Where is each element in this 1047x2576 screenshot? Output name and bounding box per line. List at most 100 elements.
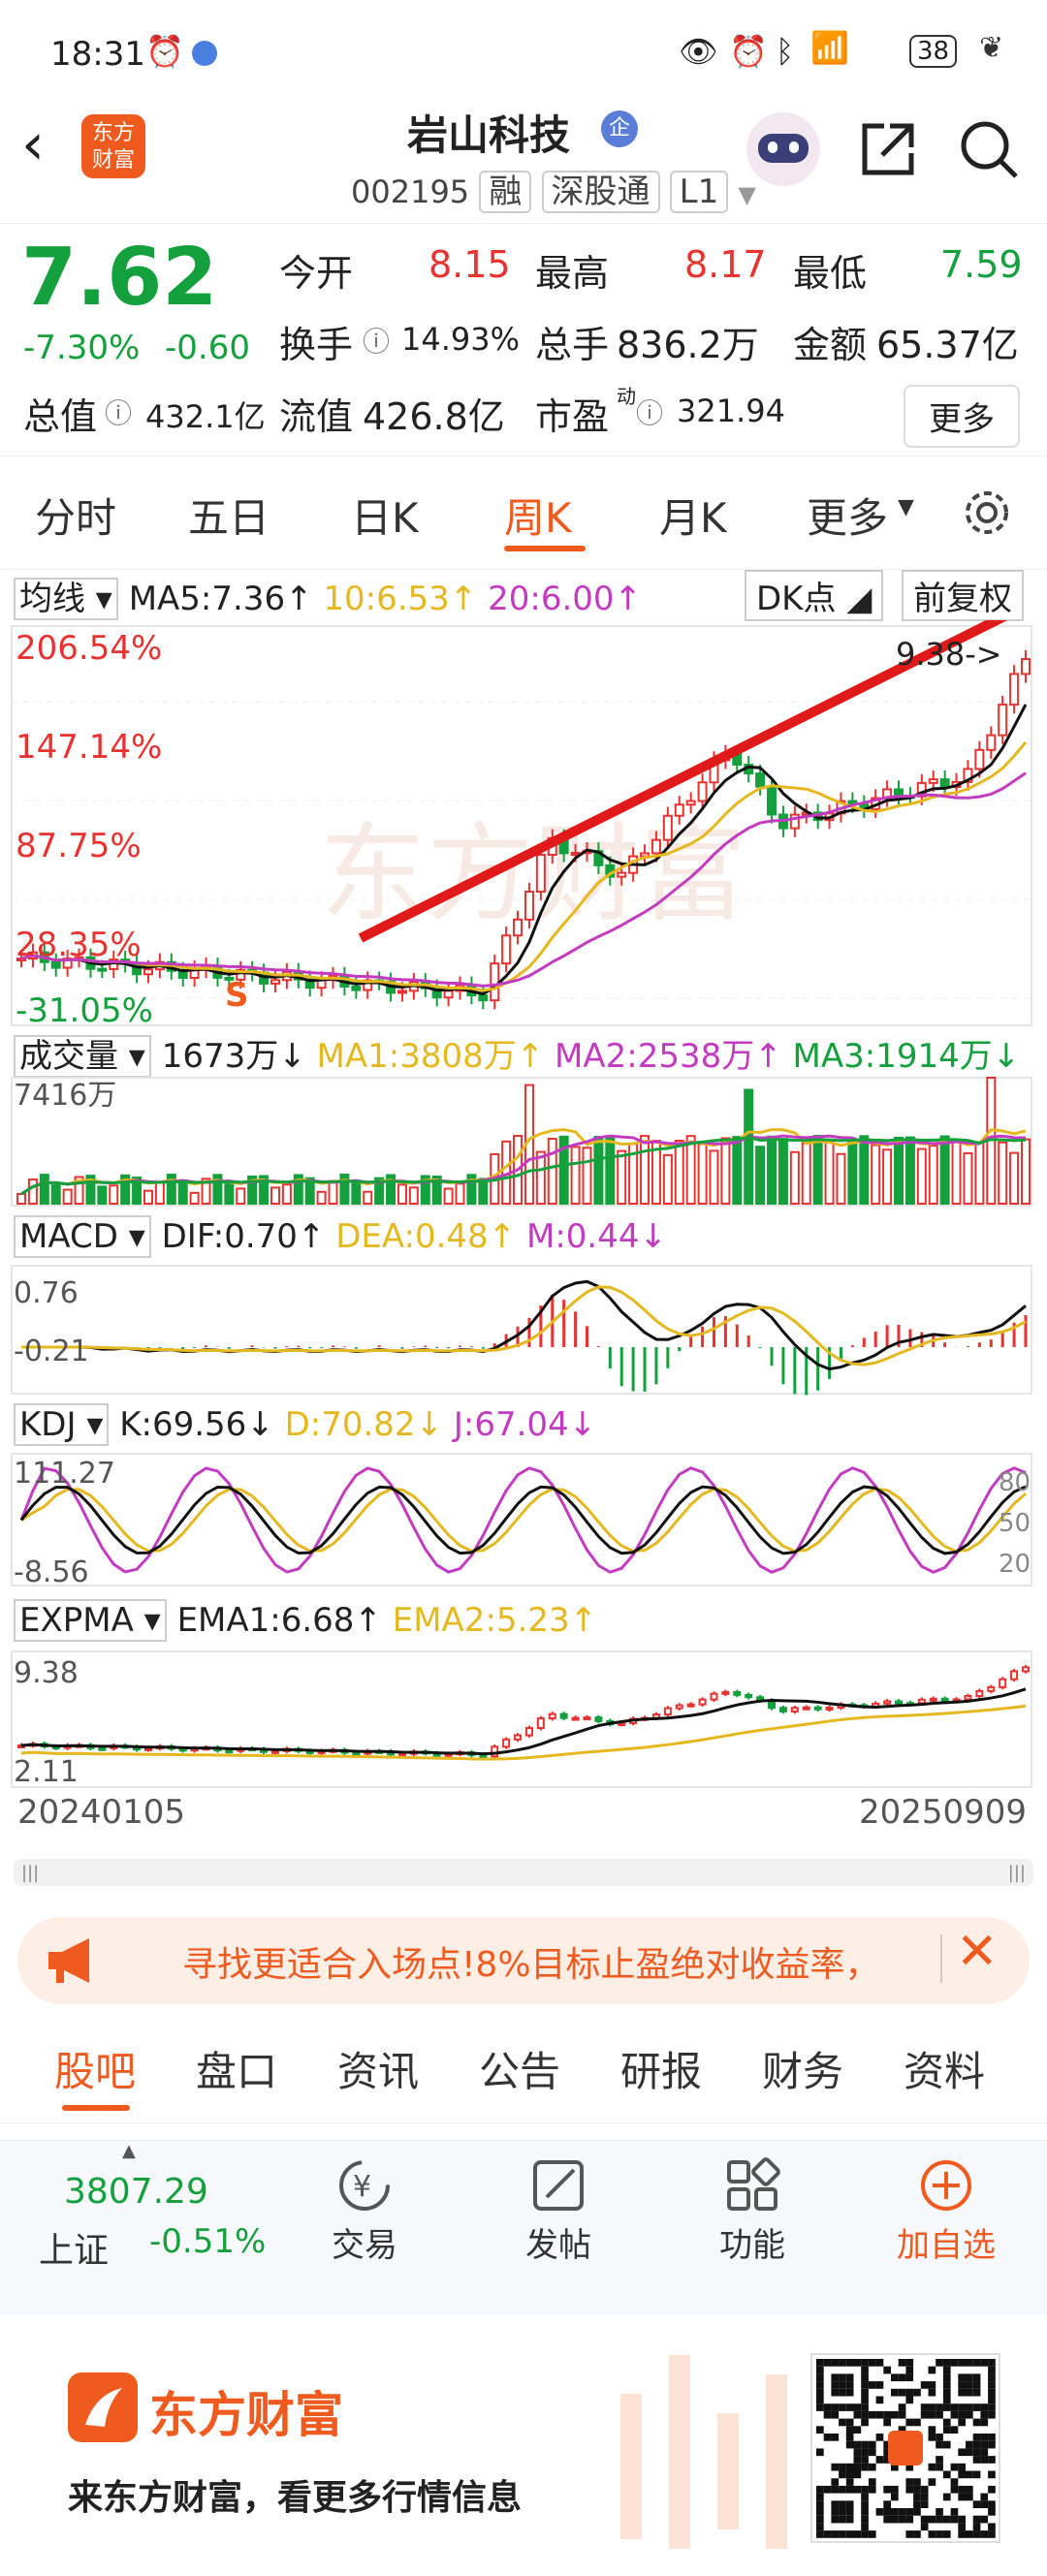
candle [479,1753,488,1758]
back-arrow-icon[interactable]: ‹ [21,110,45,178]
tab-finance[interactable]: 财务 [762,2048,844,2095]
volume-bar [154,1180,165,1206]
bluetooth-icon: ᛒ [776,33,795,70]
dk-point-button[interactable]: DK点 ◢ [745,570,884,621]
robot-assistant-icon[interactable] [746,112,820,186]
high-label: 最高 [535,252,610,295]
tab-daily-k[interactable]: 日K [351,494,419,542]
expma-indicator-select[interactable]: EXPMA ▾ [14,1599,167,1642]
tab-research[interactable]: 研报 [620,2048,703,2095]
macd-panel[interactable]: MACD ▾ DIF:0.70↑ DEA:0.48↑ M:0.44↓ 0.76 … [0,1213,1047,1398]
tab-guba[interactable]: 股吧 [54,2048,137,2095]
float-label: 流值 [279,395,354,438]
candle [825,1706,834,1711]
adjust-button[interactable]: 前复权 [902,570,1024,621]
dea-line [21,1285,1027,1367]
add-watchlist-button[interactable]: 加自选 [878,2156,1014,2266]
volume-bar [281,1183,292,1206]
app-logo[interactable]: 东方 财富 [81,114,145,178]
candle [675,1704,683,1710]
volume-bar [97,1185,108,1206]
info-icon[interactable]: ⓘ [636,397,664,429]
volume-bar [836,1152,846,1206]
candle [745,1693,753,1699]
gear-icon[interactable] [960,486,1014,540]
search-icon[interactable] [956,116,1022,182]
logo-line1: 东方 [91,121,135,145]
candle [802,1706,810,1711]
level-label: 87.75% [16,827,142,865]
volume-panel[interactable]: 成交量 ▾ 1673万↓ MA1:3808万↑ MA2:2538万↑ MA3:1… [0,1025,1047,1209]
info-icon[interactable]: ⓘ [105,397,133,429]
tab-weekly-k[interactable]: 周K [504,494,572,542]
post-button[interactable]: 发帖 [500,2156,617,2266]
volume-bar [397,1183,407,1205]
volume-bar [882,1148,893,1205]
kline-chart-area[interactable]: 均线 ▾ MA5:7.36↑ 10:6.53↑ 20:6.00↑ DK点 ◢ 前… [0,566,1047,1031]
candle [1009,673,1020,707]
trade-button[interactable]: ¥ 交易 [306,2156,423,2266]
candle [963,768,973,783]
decorative-candles [620,2355,787,2549]
share-icon[interactable] [857,118,919,180]
candle [351,986,362,991]
candle [97,967,108,972]
volume-bar [859,1135,870,1205]
volume-bar [709,1149,719,1206]
volume-bar [408,1186,419,1206]
tab-announcements[interactable]: 公告 [479,2048,561,2095]
more-button[interactable]: 更多 [904,385,1020,448]
candle [524,891,534,921]
volume-bar [374,1177,385,1206]
macd-svg: 0.76 -0.21 [11,1265,1032,1396]
macd-indicator-select[interactable]: MACD ▾ [14,1215,151,1258]
kline-svg[interactable]: 东方财富 206.54% 147.14% 87.75% 28.35% -31.0… [0,620,1047,1031]
k-line [19,1485,1027,1555]
tab-orderbook[interactable]: 盘口 [196,2048,278,2095]
candle [513,918,524,937]
expma-panel[interactable]: EXPMA ▾ EMA1:6.68↑ EMA2:5.23↑ 9.38 2.11 [0,1597,1047,1791]
alarm-icon: ⏰ [145,33,184,70]
stock-code-row: 002195 融 深股通 L1 ▼ [351,165,756,213]
tab-news[interactable]: 资讯 [337,2048,420,2095]
stock-header: ‹ 东方 财富 岩山科技 企 002195 融 深股通 L1 ▼ [0,97,1047,213]
close-icon[interactable]: ✕ [956,1923,999,1981]
chart-scrollbar[interactable]: ||| ||| [14,1859,1033,1886]
ma10-value: 10:6.53↑ [323,580,478,618]
active-tab-indicator [504,546,586,551]
kdj-indicator-select[interactable]: KDJ ▾ [14,1403,110,1446]
indicator-select[interactable]: 均线 ▾ [14,578,118,620]
tab-intraday[interactable]: 分时 [35,494,117,542]
function-button[interactable]: 功能 [694,2156,810,2266]
tab-monthly-k[interactable]: 月K [659,494,727,542]
volume-bar [455,1182,465,1205]
candle [698,1698,707,1706]
kdj-ref-80: 80 [999,1468,1031,1497]
volume-ma3-line [20,1135,1027,1196]
volume-bar [420,1175,430,1205]
volume-bar [974,1141,985,1205]
volume-bar [120,1174,131,1206]
volume-bar [212,1174,223,1205]
tab-more[interactable]: 更多 [807,494,889,542]
pe-value: 321.94 [677,393,785,429]
index-ticker[interactable]: ▲ 3807.29 上证 -0.51% [0,2141,266,2315]
chevron-down-icon[interactable]: ▼ [738,181,756,208]
candle [987,1685,996,1692]
download-qr-code[interactable] [810,2353,1000,2543]
macd-bottom-label: -0.21 [14,1335,89,1368]
volume-bar [50,1181,61,1205]
float-value: 426.8亿 [363,395,505,438]
candle [710,1692,718,1701]
volume-bar [443,1187,454,1206]
volume-bar [293,1174,303,1205]
promo-banner[interactable]: 寻找更适合入场点!8%目标止盈绝对收益率， ✕ [17,1917,1030,2004]
tab-profile[interactable]: 资料 [904,2048,986,2095]
eye-icon: 👁 [679,33,718,70]
volume-bar [824,1140,835,1205]
volume-indicator-select[interactable]: 成交量 ▾ [14,1035,151,1078]
tab-five-day[interactable]: 五日 [188,494,270,542]
info-icon[interactable]: ⓘ [363,326,391,358]
kdj-panel[interactable]: KDJ ▾ K:69.56↓ D:70.82↓ J:67.04↓ 111.27 … [0,1401,1047,1595]
volume-bar [39,1174,49,1206]
